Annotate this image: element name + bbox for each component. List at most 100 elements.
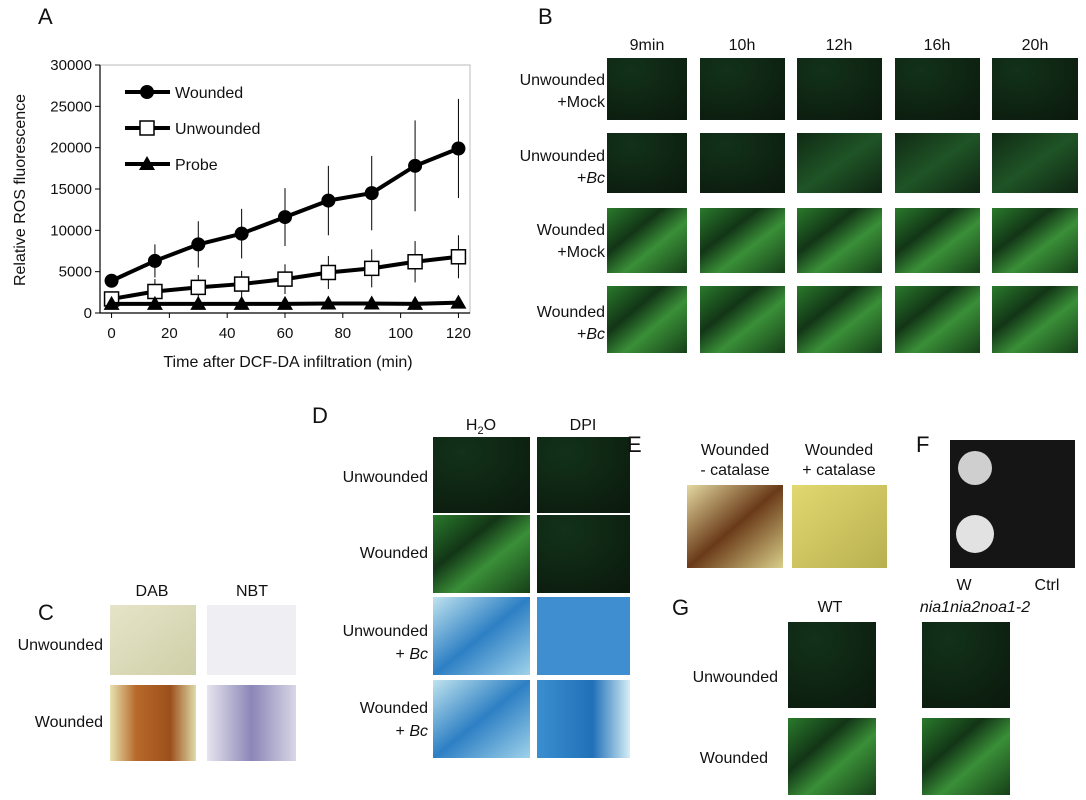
marker — [320, 264, 337, 281]
x-tick-label: 40 — [219, 325, 236, 342]
panel-label: D — [312, 403, 328, 428]
row-label: +Bc — [577, 170, 605, 187]
row-label: Wounded — [360, 545, 428, 562]
stain-image — [110, 685, 196, 761]
stain-image — [207, 605, 296, 675]
panel-label: A — [38, 4, 53, 29]
row-label: Unwounded — [343, 623, 428, 640]
row-label: Unwounded — [693, 669, 778, 686]
y-tick-label: 5000 — [59, 264, 92, 281]
marker — [321, 193, 336, 208]
stain-image — [207, 685, 296, 761]
text: H — [466, 417, 478, 434]
marker — [233, 295, 250, 310]
x-tick-label: 100 — [388, 325, 413, 342]
column-label: 12h — [826, 37, 853, 54]
legend-label: Probe — [175, 157, 218, 174]
stain-image — [433, 597, 530, 675]
micrograph — [788, 718, 876, 795]
x-axis-title: Time after DCF-DA infiltration (min) — [163, 354, 412, 371]
micrograph — [797, 208, 882, 273]
micrograph — [700, 208, 785, 273]
marker — [190, 295, 207, 310]
marker — [363, 260, 380, 277]
spot — [956, 515, 994, 553]
micrograph — [433, 515, 530, 593]
row-label: Unwounded — [520, 72, 605, 89]
text: Bc — [586, 326, 605, 343]
micrograph — [788, 622, 876, 708]
marker — [234, 226, 249, 241]
micrograph — [797, 58, 882, 120]
column-label: DAB — [136, 583, 169, 600]
x-tick-label: 120 — [446, 325, 471, 342]
column-label: - catalase — [700, 462, 769, 479]
text: Bc — [409, 646, 428, 663]
stain-image — [537, 597, 630, 675]
micrograph — [895, 133, 980, 193]
panel-label: C — [38, 600, 54, 625]
stain-image — [433, 680, 530, 758]
micrograph — [607, 133, 687, 193]
micrograph — [992, 286, 1078, 353]
row-label: Unwounded — [343, 469, 428, 486]
micrograph — [700, 58, 785, 120]
y-tick-label: 20000 — [50, 140, 92, 157]
micrograph — [797, 133, 882, 193]
column-labels: 9min 10h 12h 16h 20h — [630, 37, 1049, 54]
micrograph — [797, 286, 882, 353]
column-label: Wounded — [701, 442, 769, 459]
legend-label: Unwounded — [175, 121, 260, 138]
micrograph — [992, 58, 1078, 120]
marker — [450, 249, 467, 265]
micrograph — [992, 133, 1078, 193]
x-tick-label: 20 — [161, 325, 178, 342]
micrograph — [537, 437, 630, 513]
micrograph — [922, 718, 1010, 795]
marker — [233, 276, 250, 292]
marker — [408, 158, 423, 173]
micrograph — [607, 208, 687, 273]
column-label: H2O — [466, 417, 496, 437]
micrograph — [607, 58, 687, 120]
column-label: Ctrl — [1035, 577, 1060, 594]
panel-label: F — [916, 432, 929, 457]
leaf-image — [792, 485, 887, 568]
text: + — [396, 646, 410, 663]
row-label: Wounded — [360, 700, 428, 717]
row-label: + Bc — [396, 646, 428, 663]
y-tick-label: 0 — [84, 305, 92, 322]
x-tick-label: 60 — [277, 325, 294, 342]
micrograph — [922, 622, 1010, 708]
marker — [140, 85, 154, 99]
micrograph — [992, 208, 1078, 273]
text: Bc — [409, 723, 428, 740]
text: + — [396, 723, 410, 740]
text: + — [577, 170, 586, 187]
marker — [278, 210, 292, 225]
marker — [147, 253, 162, 268]
marker — [146, 295, 163, 310]
marker — [139, 156, 155, 170]
column-label: 16h — [924, 37, 951, 54]
column-label: DPI — [570, 417, 597, 434]
micrograph — [700, 286, 785, 353]
x-tick-label: 80 — [334, 325, 351, 342]
y-tick-label: 15000 — [50, 181, 92, 198]
micrograph — [895, 58, 980, 120]
column-label: + catalase — [802, 462, 875, 479]
micrograph — [895, 286, 980, 353]
leaf-image — [687, 485, 783, 568]
column-label: W — [956, 577, 972, 594]
column-label: nia1nia2noa1-2 — [920, 599, 1030, 616]
column-label: NBT — [236, 583, 268, 600]
panel-label: B — [538, 4, 553, 29]
y-tick-label: 25000 — [50, 98, 92, 115]
row-labels: Unwounded +Mock Unwounded +Bc Wounded +M… — [520, 72, 606, 343]
micrograph — [607, 286, 687, 353]
stain-image — [537, 680, 630, 758]
marker — [450, 294, 467, 309]
marker — [451, 141, 466, 156]
spot — [958, 451, 992, 485]
column-label: 10h — [729, 37, 756, 54]
